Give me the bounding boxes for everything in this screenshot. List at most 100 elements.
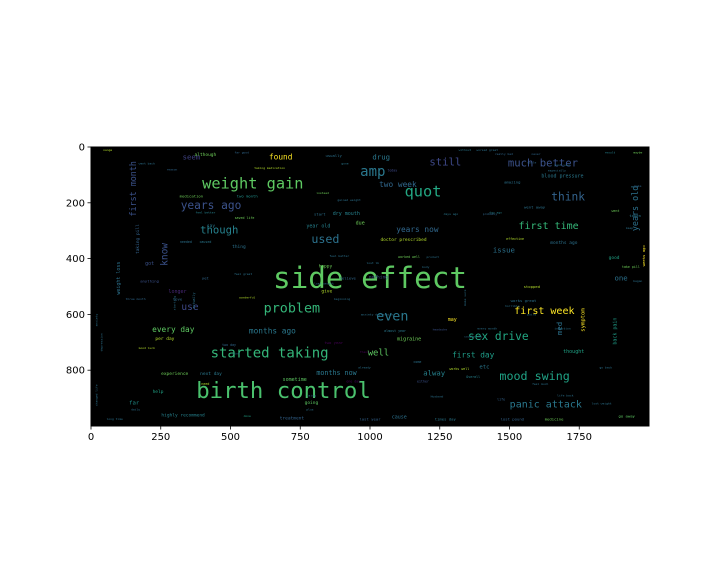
x-tick-label-7: 1750 (567, 432, 592, 443)
y-tick-label-0: 0 (79, 143, 85, 154)
word-96: amazing (504, 179, 520, 184)
word-0: side effect (273, 261, 467, 295)
word-19: know (159, 243, 170, 266)
word-116: injection (554, 326, 570, 330)
x-tick-label-2: 500 (221, 432, 240, 443)
word-77: almost year (384, 329, 406, 333)
word-91: good (609, 255, 620, 261)
word-26: first day (452, 350, 495, 359)
word-153: went back (139, 162, 155, 166)
word-11: still (429, 156, 461, 168)
word-120: began (633, 279, 642, 283)
word-160: product (426, 255, 439, 259)
word-51: experience (161, 371, 188, 377)
y-tick-label-1: 200 (66, 198, 85, 209)
word-98: months ago (550, 240, 577, 246)
word-135: three month (126, 297, 146, 301)
word-150: changed life (95, 384, 99, 406)
word-65: doctor prescribed (380, 237, 426, 243)
x-tick-label-1: 250 (151, 432, 170, 443)
word-111: maybe (633, 151, 642, 155)
word-1: birth control (196, 378, 371, 404)
y-tick-label-2: 400 (66, 254, 85, 265)
word-45: medication (180, 193, 203, 198)
word-99: worked well (398, 255, 420, 259)
word-125: taking medication (254, 166, 285, 170)
word-84: lost pound (501, 417, 524, 422)
word-59: anything (140, 278, 159, 283)
word-92: weeks ago (641, 245, 646, 267)
word-75: today (387, 169, 397, 173)
word-145: especially (548, 169, 566, 173)
word-31: seem (183, 152, 201, 161)
word-132: two day (222, 343, 236, 347)
word-127: lost lb (366, 261, 379, 265)
word-164: go back (599, 365, 612, 369)
word-43: two month (237, 193, 258, 198)
x-tick-label-4: 1000 (357, 432, 382, 443)
word-52: next day (200, 371, 222, 377)
word-2: weight gain (202, 174, 303, 192)
word-15: first time (518, 221, 578, 232)
word-32: alway (423, 369, 446, 378)
word-20: first month (128, 161, 138, 216)
word-53: help (153, 389, 164, 395)
word-105: day ago (489, 211, 502, 215)
word-101: couple day (464, 335, 482, 339)
word-93: taken (629, 213, 641, 218)
y-tick-label-3: 600 (66, 310, 85, 321)
word-128: Thank (360, 350, 369, 354)
word-106: days ago (444, 212, 459, 216)
word-40: blood pressure (541, 173, 583, 179)
word-165: already (358, 365, 371, 369)
word-64: saved life (235, 216, 255, 220)
word-142: lose weight (314, 282, 334, 286)
x-tick-label-3: 750 (291, 432, 310, 443)
word-76: two year (324, 340, 343, 345)
word-139: anxiety depression (361, 312, 394, 316)
word-97: effective (506, 237, 524, 241)
word-9: sex drive (468, 330, 529, 343)
word-141: beginning (334, 297, 350, 301)
word-79: etc (479, 364, 489, 370)
word-129: using (307, 393, 316, 397)
word-layer: side effect birth control weight gain start… (95, 148, 646, 422)
word-163: lost weight (592, 402, 612, 406)
word-71: may (448, 317, 457, 323)
word-39: symptom (580, 308, 586, 332)
word-85: medicine (545, 417, 564, 422)
word-3: started taking (211, 346, 329, 362)
word-133: actually (192, 293, 196, 309)
word-60: say (207, 224, 215, 229)
word-56: got (145, 261, 154, 267)
word-119: make sure (463, 289, 467, 305)
word-54: far (129, 401, 140, 407)
word-148: worsed great (476, 148, 498, 152)
word-112: make (634, 184, 641, 188)
word-48: treatment (280, 416, 305, 422)
x-axis-ticks: 0 250 500 750 1000 1250 1500 1750 (88, 426, 592, 443)
word-138: long time (107, 417, 123, 421)
word-70: migraine (397, 337, 421, 343)
word-12: years ago (181, 199, 242, 212)
word-49: going (305, 400, 319, 406)
word-159: body (422, 265, 429, 269)
word-126: reason (166, 167, 177, 171)
x-tick-label-5: 1250 (427, 432, 452, 443)
word-147: without (459, 148, 472, 152)
word-27: years now (396, 225, 439, 234)
word-131: need (201, 382, 209, 386)
word-161: life back (557, 393, 573, 397)
word-16: panic attack (510, 400, 582, 411)
word-102: one day (346, 379, 360, 383)
word-66: happy (319, 264, 333, 270)
word-82: last year (359, 417, 381, 422)
word-13: first week (514, 306, 574, 317)
word-130: done (244, 414, 251, 418)
word-86: go away (618, 414, 635, 419)
x-tick-label-0: 0 (88, 432, 94, 443)
word-30: drug (372, 152, 390, 161)
word-117: every month (477, 326, 497, 330)
word-121: instead (316, 191, 329, 195)
